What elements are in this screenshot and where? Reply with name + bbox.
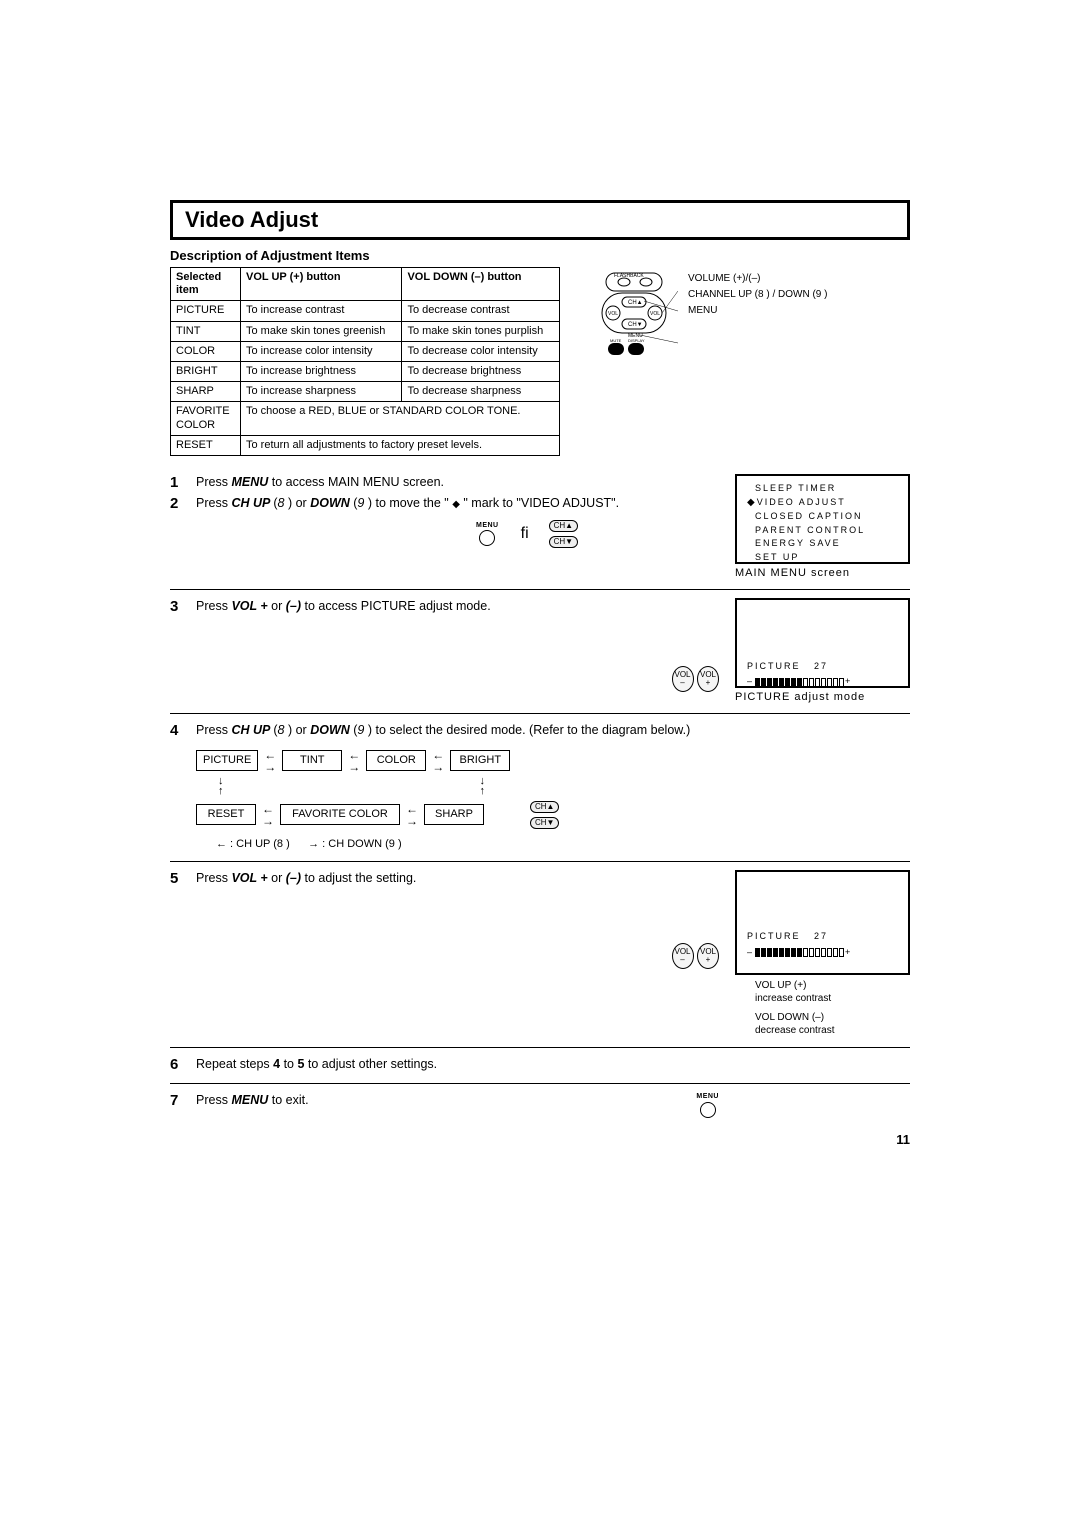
circle-icon [700,1102,716,1118]
step-1-2: 1 Press MENU to access MAIN MENU screen.… [170,466,910,589]
vol-plus-button: VOL + [697,666,719,692]
step-2-controls: MENU fi CH▲ CH▼ [476,520,725,548]
ch-up-pill: CH▲ [530,801,559,813]
vol-minus-button: VOL – [672,666,694,692]
step-3: 3 Press VOL + or (–) to access PICTURE a… [170,589,910,713]
page-number: 11 [170,1132,910,1147]
step-5-screen: PICTURE 27 –+ VOL UP (+) increase contra… [735,870,910,1037]
table-row: RESET To return all adjustments to facto… [171,435,560,455]
svg-text:CH▼: CH▼ [628,322,643,328]
table-row: COLOR To increase color intensity To dec… [171,341,560,361]
step-6-body: Repeat steps 4 to 5 to adjust other sett… [196,1056,725,1073]
step-num-6: 6 [170,1056,186,1073]
step-num-7: 7 [170,1092,186,1117]
top-row: Selected item VOL UP (+) button VOL DOWN… [170,267,910,456]
svg-text:VOL: VOL [608,311,618,317]
th-item: Selected item [171,268,241,301]
picture-screen-2: PICTURE 27 –+ [735,870,910,975]
step-7: 7 Press MENU to exit. MENU [170,1083,910,1127]
table-heading: Description of Adjustment Items [170,248,910,263]
step-2-screen: SLEEP TIMER ◆VIDEO ADJUST CLOSED CAPTION… [735,474,910,579]
flow-box: PICTURE [196,750,258,771]
picture-screen: PICTURE 27 –+ [735,598,910,688]
step-4: 4 Press CH UP (8 ) or DOWN (9 ) to selec… [170,713,910,862]
step-5: 5 Press VOL + or (–) to adjust the setti… [170,861,910,1047]
svg-text:MUTE: MUTE [610,338,622,343]
step-num-3: 3 [170,598,186,703]
steps-list: 1 Press MENU to access MAIN MENU screen.… [170,466,910,1128]
step-1-body: Press MENU to access MAIN MENU screen. [196,474,725,491]
table-row: TINT To make skin tones greenish To make… [171,321,560,341]
step-6: 6 Repeat steps 4 to 5 to adjust other se… [170,1047,910,1083]
arrow-down-icon: ↓↑ [218,777,224,797]
vol-minus-button: VOL – [672,943,694,969]
th-down: VOL DOWN (–) button [402,268,560,301]
menu-button-icon: MENU [696,1092,719,1117]
arrow-icon: ←→ [262,803,274,827]
step-num-5: 5 [170,870,186,1037]
flow-box: BRIGHT [450,750,510,771]
arrow-icon: ←→ [432,749,444,773]
th-up: VOL UP (+) button [241,268,402,301]
arrow-down-icon: ↓↑ [480,777,486,797]
title-bar: Video Adjust [173,203,907,237]
step-num-2: 2 [170,495,186,548]
step-4-body: Press CH UP (8 ) or DOWN (9 ) to select … [196,722,725,852]
table-row: FAVORITE COLOR To choose a RED, BLUE or … [171,402,560,435]
bar-meter: –+ [747,675,898,689]
bar-meter: –+ [747,946,898,960]
svg-text:CH▲: CH▲ [628,300,643,306]
fi-text: fi [521,523,529,545]
step-3-body: Press VOL + or (–) to access PICTURE adj… [196,598,725,703]
ch-down-pill: CH▼ [549,536,578,548]
vol-down-note: VOL DOWN (–) decrease contrast [755,1011,910,1037]
page-title: Video Adjust [185,207,895,233]
label-menu: MENU [688,303,827,319]
flow-diagram: PICTURE ←→ TINT ←→ COLOR ←→ BRIGHT ↓↑ ↓↑… [196,749,725,852]
vol-plus-button: VOL + [697,943,719,969]
main-menu-screen: SLEEP TIMER ◆VIDEO ADJUST CLOSED CAPTION… [735,474,910,564]
table-row: PICTURE To increase contrast To decrease… [171,301,560,321]
step-2-body: Press CH UP (8 ) or DOWN (9 ) to move th… [196,495,725,548]
label-channel: CHANNEL UP (8 ) / DOWN (9 ) [688,287,827,303]
svg-text:DISPLAY: DISPLAY [628,338,645,343]
selector-icon: ◆ [452,499,460,510]
step-3-screen: PICTURE 27 –+ PICTURE adjust mode [735,598,910,703]
step-7-body: Press MENU to exit. MENU [196,1092,725,1117]
svg-text:VOL: VOL [650,311,660,317]
flow-box: RESET [196,804,256,825]
circle-icon [479,530,495,546]
svg-text:FLASHBACK: FLASHBACK [614,273,644,279]
arrow-icon: ←→ [406,803,418,827]
remote-diagram: FLASHBACK CH▲ CH▼ VOL VOL MENU MUTE DISP… [600,271,910,361]
menu-button-icon: MENU [476,521,499,546]
ch-down-pill: CH▼ [530,817,559,829]
flow-box: SHARP [424,804,484,825]
table-row: BRIGHT To increase brightness To decreas… [171,361,560,381]
table-row: SHARP To increase sharpness To decrease … [171,382,560,402]
step-num-1: 1 [170,474,186,491]
ch-up-pill: CH▲ [549,520,578,532]
picture-caption: PICTURE adjust mode [735,691,910,703]
flow-box: COLOR [366,750,426,771]
arrow-icon: ←→ [264,749,276,773]
title-frame: Video Adjust [170,200,910,240]
adjustment-table: Selected item VOL UP (+) button VOL DOWN… [170,267,560,456]
vol-up-note: VOL UP (+) increase contrast [755,979,910,1005]
step-4-right [735,722,910,852]
main-menu-caption: MAIN MENU screen [735,567,910,579]
remote-icon: FLASHBACK CH▲ CH▼ VOL VOL MENU MUTE DISP… [600,271,678,361]
step-5-body: Press VOL + or (–) to adjust the setting… [196,870,725,1037]
label-volume: VOLUME (+)/(–) [688,271,827,287]
remote-labels: VOLUME (+)/(–) CHANNEL UP (8 ) / DOWN (9… [688,271,827,319]
arrow-icon: ←→ [348,749,360,773]
step-num-4: 4 [170,722,186,852]
flow-box: TINT [282,750,342,771]
flow-legend: ← : CH UP (8 ) → : CH DOWN (9 ) [216,837,725,852]
flow-box: FAVORITE COLOR [280,804,400,825]
